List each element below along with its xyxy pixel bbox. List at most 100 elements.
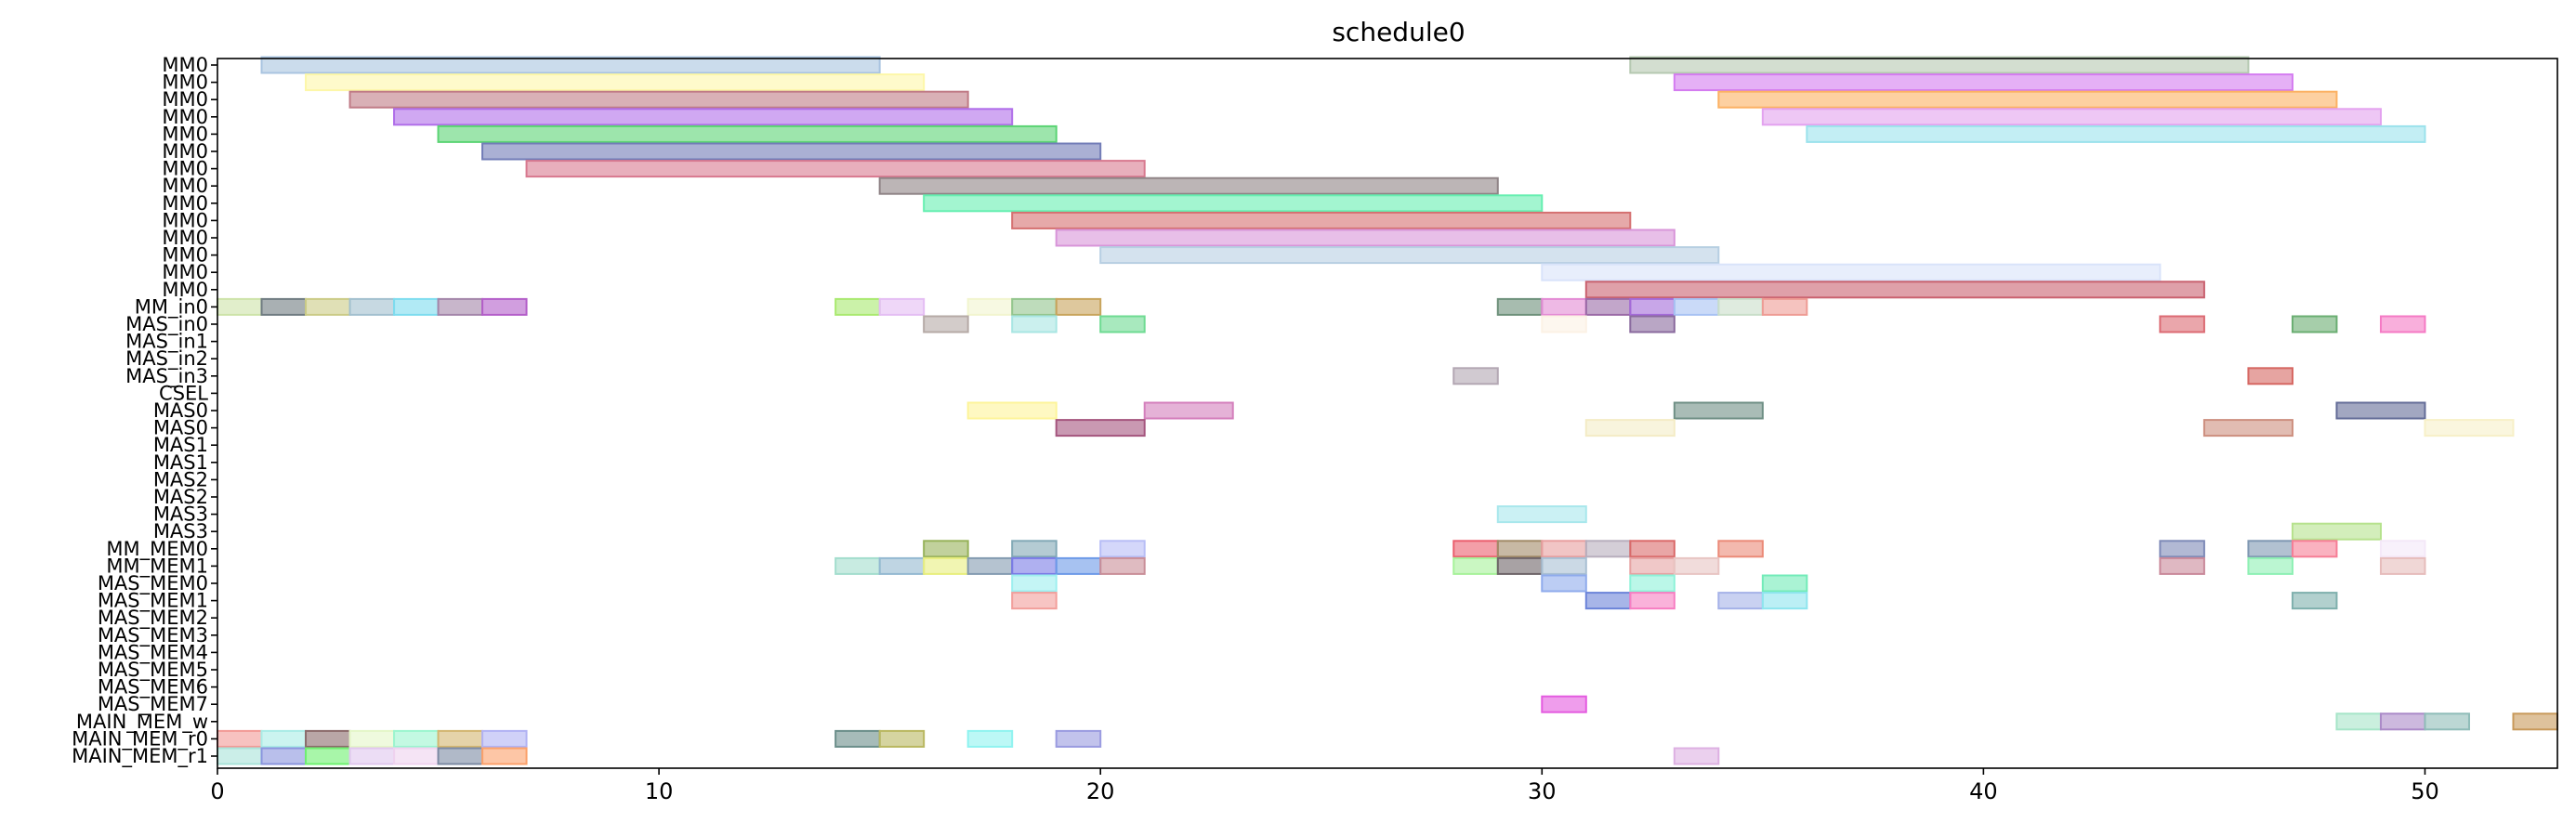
y-tick-label: MM0 bbox=[162, 209, 208, 231]
task-bar bbox=[1673, 297, 1720, 316]
task-bar bbox=[217, 297, 263, 316]
task-bar bbox=[923, 540, 969, 558]
y-tick-label: MAS_in1 bbox=[125, 331, 208, 354]
y-tick-label: MM0 bbox=[162, 54, 208, 76]
task-bar bbox=[1541, 695, 1587, 713]
task-bar bbox=[260, 297, 308, 316]
y-tick-label: MAS0 bbox=[153, 417, 208, 439]
y-tick-label: MAS_MEM1 bbox=[98, 590, 208, 613]
task-bar bbox=[1584, 592, 1632, 610]
task-bar bbox=[2379, 540, 2426, 558]
y-tick-label: MM0 bbox=[162, 261, 208, 283]
task-bar bbox=[1541, 540, 1587, 558]
task-bar bbox=[305, 747, 351, 765]
task-bar bbox=[1717, 592, 1764, 610]
y-tick-label: MAS_in2 bbox=[125, 347, 208, 371]
task-bar bbox=[923, 556, 969, 575]
task-bar bbox=[1541, 574, 1587, 593]
task-bar bbox=[1629, 592, 1676, 610]
y-tick-label: MM0 bbox=[162, 140, 208, 163]
task-bar bbox=[1143, 401, 1234, 420]
task-bar bbox=[1055, 556, 1102, 575]
task-bar bbox=[1673, 73, 2293, 92]
task-bar bbox=[1011, 211, 1632, 229]
task-bar bbox=[2512, 712, 2558, 731]
y-tick-label: MM0 bbox=[162, 227, 208, 249]
x-tick-label: 50 bbox=[2411, 778, 2439, 804]
task-bar bbox=[923, 194, 1544, 213]
task-bar bbox=[260, 729, 308, 748]
task-bar bbox=[1584, 540, 1632, 558]
task-bar bbox=[1055, 297, 1102, 316]
y-tick-label: MM_MEM0 bbox=[106, 538, 208, 561]
task-bar bbox=[393, 297, 440, 316]
x-tick-label: 0 bbox=[210, 778, 224, 804]
task-bar bbox=[481, 297, 528, 316]
task-bar bbox=[2247, 556, 2293, 575]
y-tick-label: MAS1 bbox=[153, 451, 208, 474]
task-bar bbox=[966, 556, 1014, 575]
x-tick-label: 40 bbox=[1969, 778, 1998, 804]
task-bar bbox=[2379, 556, 2426, 575]
task-bar bbox=[305, 73, 926, 92]
task-bar bbox=[1629, 56, 2250, 74]
x-axis: 0 10 20 30 40 50 bbox=[210, 768, 2439, 804]
task-bar bbox=[481, 142, 1102, 161]
task-bar bbox=[2291, 522, 2382, 541]
task-bar bbox=[1584, 297, 1632, 316]
task-bar bbox=[2335, 712, 2382, 731]
y-tick-label: MAS_MEM0 bbox=[98, 572, 208, 595]
y-tick-label: MAS_MEM2 bbox=[98, 607, 208, 630]
plot-frame bbox=[217, 58, 2558, 769]
task-bar bbox=[1541, 315, 1587, 333]
y-tick-label: MAS_MEM5 bbox=[98, 659, 208, 682]
task-bar bbox=[1629, 297, 1676, 316]
task-bar bbox=[1806, 124, 2426, 143]
y-tick-label: MAS3 bbox=[153, 503, 208, 526]
y-tick-label: MM_MEM1 bbox=[106, 555, 208, 578]
y-tick-label: MM0 bbox=[162, 123, 208, 145]
task-bar bbox=[348, 297, 396, 316]
task-bar bbox=[2424, 419, 2515, 438]
task-bar bbox=[348, 747, 396, 765]
task-bar bbox=[1055, 229, 1676, 247]
task-bar bbox=[2202, 419, 2293, 438]
task-bar bbox=[966, 729, 1014, 748]
task-bar bbox=[1541, 297, 1587, 316]
task-bar bbox=[1717, 90, 2338, 109]
task-bar bbox=[1496, 556, 1544, 575]
y-tick-label: MAIN_MEM_r1 bbox=[72, 745, 208, 768]
y-tick-label: MAS3 bbox=[153, 520, 208, 542]
task-bar bbox=[305, 297, 351, 316]
task-bar bbox=[1452, 540, 1499, 558]
task-bar bbox=[1496, 540, 1544, 558]
task-bar bbox=[348, 729, 396, 748]
y-tick-label: MM0 bbox=[162, 106, 208, 128]
task-bar bbox=[1629, 540, 1676, 558]
task-bar bbox=[393, 108, 1014, 126]
task-bar bbox=[437, 729, 484, 748]
task-bar bbox=[481, 747, 528, 765]
task-bar bbox=[878, 729, 926, 748]
task-bar bbox=[1584, 419, 1676, 438]
task-bar bbox=[878, 297, 926, 316]
task-bar bbox=[1011, 574, 1058, 593]
task-bar bbox=[1496, 297, 1544, 316]
task-bar bbox=[1452, 367, 1499, 385]
task-bar bbox=[2291, 540, 2338, 558]
y-tick-label: MAS_in0 bbox=[125, 313, 208, 336]
task-bar bbox=[305, 729, 351, 748]
x-tick-label: 10 bbox=[645, 778, 674, 804]
task-bar bbox=[1011, 315, 1058, 333]
task-bar bbox=[2424, 712, 2470, 731]
task-bar bbox=[1584, 281, 2205, 299]
y-tick-label: MAS2 bbox=[153, 486, 208, 508]
task-bar bbox=[1099, 315, 1146, 333]
task-bar bbox=[923, 315, 969, 333]
task-bar bbox=[1541, 263, 2162, 281]
task-bar bbox=[1717, 297, 1764, 316]
task-bar bbox=[1011, 297, 1058, 316]
task-bar bbox=[2335, 401, 2426, 420]
task-bar bbox=[525, 160, 1146, 178]
